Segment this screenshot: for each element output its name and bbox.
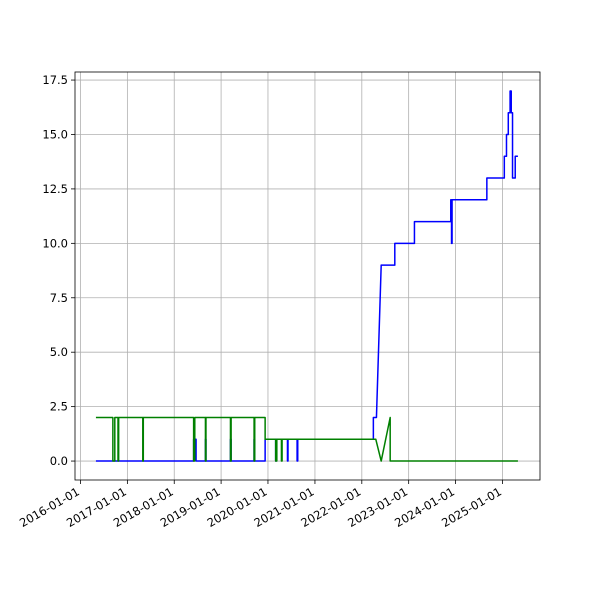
y-tick-label: 7.5 [50, 291, 68, 305]
y-tick-label: 5.0 [50, 345, 68, 359]
y-tick-label: 0.0 [50, 454, 68, 468]
y-tick-label: 17.5 [42, 73, 68, 87]
y-tick-label: 10.0 [42, 236, 68, 250]
plot-frame [74, 71, 541, 481]
series-line [95, 416, 518, 462]
y-tick-label: 2.5 [50, 400, 68, 414]
y-tick-label: 12.5 [42, 182, 68, 196]
y-tick-label: 15.0 [42, 127, 68, 141]
